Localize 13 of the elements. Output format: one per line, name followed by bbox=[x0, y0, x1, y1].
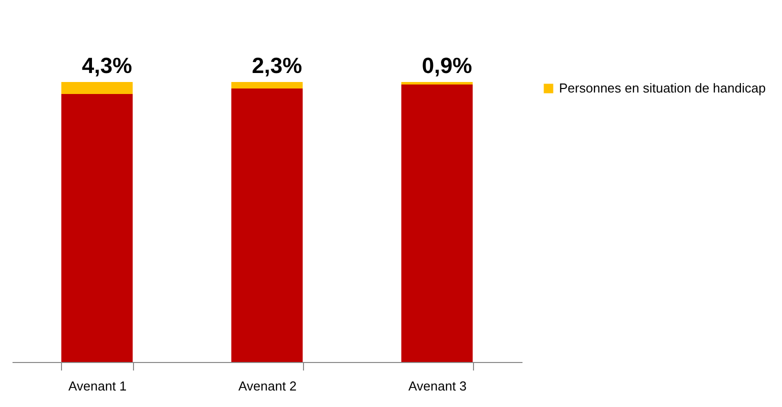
data-label: 0,9% bbox=[422, 53, 472, 78]
bar bbox=[231, 82, 303, 88]
bar bbox=[231, 88, 303, 362]
x-tick-label: Avenant 2 bbox=[238, 378, 297, 394]
bar bbox=[61, 94, 133, 362]
data-label: 4,3% bbox=[82, 53, 132, 78]
bar bbox=[401, 82, 473, 85]
bar bbox=[61, 82, 133, 94]
legend-label: Personnes en situation de handicap bbox=[559, 80, 766, 96]
data-label: 2,3% bbox=[252, 53, 302, 78]
x-tick-label: Avenant 1 bbox=[68, 378, 127, 394]
bar bbox=[401, 84, 473, 362]
x-tick-label: Avenant 3 bbox=[408, 378, 467, 394]
